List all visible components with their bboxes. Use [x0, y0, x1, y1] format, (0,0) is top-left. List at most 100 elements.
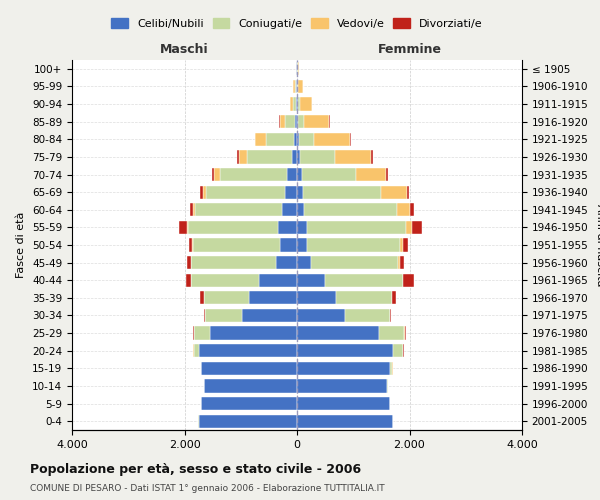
Bar [265, 132, 293, 146]
Bar [405, 326, 406, 340]
Bar [238, 150, 239, 164]
Bar [203, 309, 205, 322]
Bar [204, 380, 297, 392]
Bar [403, 274, 413, 287]
Bar [297, 186, 303, 198]
Bar [371, 150, 373, 164]
Bar [297, 397, 390, 410]
Bar [186, 274, 191, 287]
Bar [296, 98, 297, 110]
Bar [292, 150, 297, 164]
Text: Maschi: Maschi [160, 44, 209, 57]
Bar [200, 186, 203, 198]
Bar [302, 168, 355, 181]
Bar [296, 80, 297, 93]
Bar [407, 186, 409, 198]
Bar [194, 326, 210, 340]
Bar [192, 238, 193, 252]
Bar [200, 291, 204, 304]
Bar [195, 203, 283, 216]
Bar [398, 256, 400, 269]
Text: Femmine: Femmine [377, 44, 442, 57]
Text: COMUNE DI PESARO - Dati ISTAT 1° gennaio 2006 - Elaborazione TUTTITALIA.IT: COMUNE DI PESARO - Dati ISTAT 1° gennaio… [30, 484, 385, 493]
Bar [311, 256, 398, 269]
Bar [205, 309, 242, 322]
Bar [295, 80, 296, 93]
Bar [193, 203, 195, 216]
Bar [284, 115, 295, 128]
Bar [193, 344, 199, 358]
Bar [287, 168, 297, 181]
Bar [210, 326, 297, 340]
Bar [259, 274, 297, 287]
Bar [249, 291, 297, 304]
Bar [220, 168, 287, 181]
Bar [187, 256, 191, 269]
Bar [392, 291, 396, 304]
Bar [297, 203, 304, 216]
Bar [297, 132, 299, 146]
Bar [206, 186, 284, 198]
Bar [275, 256, 297, 269]
Bar [297, 362, 390, 375]
Bar [297, 168, 302, 181]
Bar [284, 186, 297, 198]
Bar [188, 238, 192, 252]
Bar [381, 186, 407, 198]
Bar [400, 256, 404, 269]
Bar [297, 256, 311, 269]
Bar [335, 150, 371, 164]
Bar [290, 98, 293, 110]
Bar [297, 115, 298, 128]
Bar [298, 80, 304, 93]
Bar [199, 414, 297, 428]
Bar [297, 414, 392, 428]
Bar [392, 344, 403, 358]
Bar [297, 274, 325, 287]
Bar [212, 168, 214, 181]
Bar [410, 203, 414, 216]
Text: Popolazione per età, sesso e stato civile - 2006: Popolazione per età, sesso e stato civil… [30, 462, 361, 475]
Bar [202, 362, 297, 375]
Y-axis label: Fasce di età: Fasce di età [16, 212, 26, 278]
Bar [412, 221, 422, 234]
Bar [297, 326, 379, 340]
Bar [307, 238, 400, 252]
Bar [299, 132, 314, 146]
Y-axis label: Anni di nascita: Anni di nascita [595, 204, 600, 286]
Bar [283, 203, 297, 216]
Bar [203, 186, 206, 198]
Bar [193, 238, 280, 252]
Bar [242, 309, 297, 322]
Bar [337, 291, 392, 304]
Bar [295, 115, 297, 128]
Bar [278, 221, 297, 234]
Bar [298, 98, 301, 110]
Bar [379, 326, 404, 340]
Bar [297, 150, 300, 164]
Bar [325, 274, 403, 287]
Bar [403, 238, 408, 252]
Bar [300, 150, 335, 164]
Bar [301, 98, 311, 110]
Legend: Celibi/Nubili, Coniugati/e, Vedovi/e, Divorziati/e: Celibi/Nubili, Coniugati/e, Vedovi/e, Di… [107, 14, 487, 34]
Bar [202, 397, 297, 410]
Bar [188, 221, 278, 234]
Bar [293, 80, 295, 93]
Bar [297, 291, 337, 304]
Bar [397, 203, 410, 216]
Bar [204, 291, 249, 304]
Bar [297, 238, 307, 252]
Bar [280, 115, 284, 128]
Bar [191, 256, 275, 269]
Bar [214, 168, 220, 181]
Bar [280, 238, 297, 252]
Bar [256, 132, 265, 146]
Bar [187, 221, 188, 234]
Bar [247, 150, 292, 164]
Bar [387, 380, 388, 392]
Bar [345, 309, 390, 322]
Bar [297, 380, 387, 392]
Bar [293, 132, 297, 146]
Bar [297, 221, 307, 234]
